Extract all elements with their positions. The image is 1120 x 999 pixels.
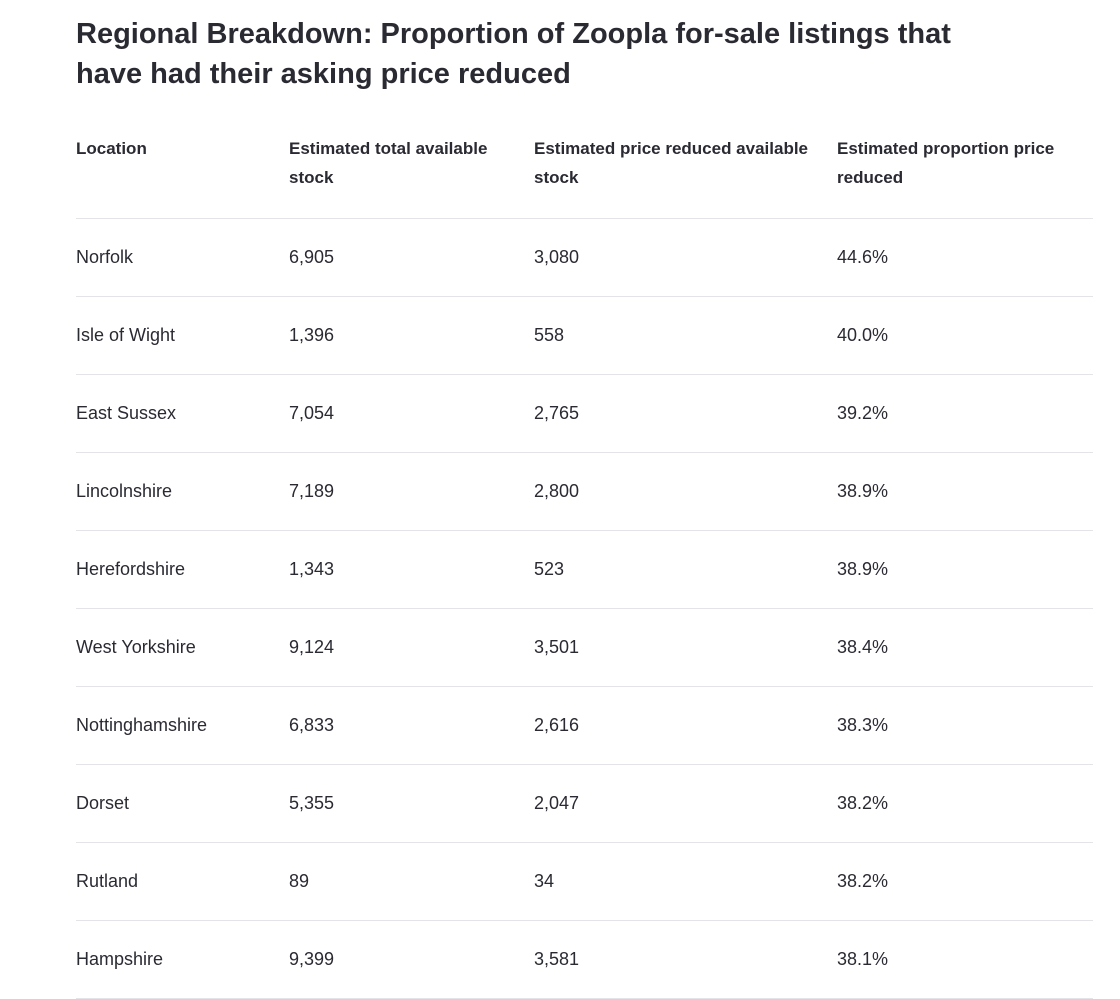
cell-total-stock: 1,343	[289, 530, 534, 609]
cell-location: Norfolk	[76, 218, 289, 297]
table-row: Norfolk 6,905 3,080 44.6%	[76, 218, 1093, 297]
cell-location: Herefordshire	[76, 530, 289, 609]
cell-location: Dorset	[76, 764, 289, 843]
cell-location: Nottinghamshire	[76, 686, 289, 765]
cell-location: Isle of Wight	[76, 296, 289, 375]
header-proportion-reduced: Estimated proportion price reduced	[837, 134, 1093, 219]
cell-total-stock: 1,396	[289, 296, 534, 375]
table-row: Herefordshire 1,343 523 38.9%	[76, 530, 1093, 609]
cell-total-stock: 89	[289, 842, 534, 921]
table-row: Nottinghamshire 6,833 2,616 38.3%	[76, 686, 1093, 765]
cell-proportion-reduced: 38.2%	[837, 842, 1093, 921]
header-price-reduced-stock: Estimated price reduced available stock	[534, 134, 837, 219]
cell-price-reduced-stock: 3,080	[534, 218, 837, 297]
cell-proportion-reduced: 38.3%	[837, 686, 1093, 765]
cell-proportion-reduced: 39.2%	[837, 374, 1093, 453]
cell-location: Lincolnshire	[76, 452, 289, 531]
regional-breakdown-table: Location Estimated total available stock…	[76, 134, 1093, 999]
cell-price-reduced-stock: 2,765	[534, 374, 837, 453]
cell-total-stock: 6,833	[289, 686, 534, 765]
table-row: Lincolnshire 7,189 2,800 38.9%	[76, 452, 1093, 531]
article-content: Regional Breakdown: Proportion of Zoopla…	[76, 0, 1093, 999]
cell-location: Hampshire	[76, 920, 289, 999]
cell-total-stock: 7,054	[289, 374, 534, 453]
table-row: East Sussex 7,054 2,765 39.2%	[76, 374, 1093, 453]
cell-proportion-reduced: 38.1%	[837, 920, 1093, 999]
table-row: Hampshire 9,399 3,581 38.1%	[76, 920, 1093, 999]
cell-total-stock: 9,124	[289, 608, 534, 687]
table-row: Dorset 5,355 2,047 38.2%	[76, 764, 1093, 843]
cell-price-reduced-stock: 558	[534, 296, 837, 375]
table-row: Isle of Wight 1,396 558 40.0%	[76, 296, 1093, 375]
cell-location: East Sussex	[76, 374, 289, 453]
cell-price-reduced-stock: 3,501	[534, 608, 837, 687]
table-header-row: Location Estimated total available stock…	[76, 134, 1093, 219]
cell-total-stock: 6,905	[289, 218, 534, 297]
table-row: Rutland 89 34 38.2%	[76, 842, 1093, 921]
cell-proportion-reduced: 38.9%	[837, 452, 1093, 531]
cell-proportion-reduced: 38.4%	[837, 608, 1093, 687]
cell-proportion-reduced: 38.2%	[837, 764, 1093, 843]
header-location: Location	[76, 134, 289, 219]
cell-price-reduced-stock: 2,800	[534, 452, 837, 531]
cell-total-stock: 9,399	[289, 920, 534, 999]
cell-price-reduced-stock: 34	[534, 842, 837, 921]
cell-proportion-reduced: 44.6%	[837, 218, 1093, 297]
cell-price-reduced-stock: 2,047	[534, 764, 837, 843]
cell-proportion-reduced: 40.0%	[837, 296, 1093, 375]
header-total-stock: Estimated total available stock	[289, 134, 534, 219]
cell-location: West Yorkshire	[76, 608, 289, 687]
cell-price-reduced-stock: 2,616	[534, 686, 837, 765]
cell-location: Rutland	[76, 842, 289, 921]
cell-total-stock: 7,189	[289, 452, 534, 531]
cell-price-reduced-stock: 3,581	[534, 920, 837, 999]
cell-proportion-reduced: 38.9%	[837, 530, 1093, 609]
cell-total-stock: 5,355	[289, 764, 534, 843]
table-row: West Yorkshire 9,124 3,501 38.4%	[76, 608, 1093, 687]
cell-price-reduced-stock: 523	[534, 530, 837, 609]
page-title: Regional Breakdown: Proportion of Zoopla…	[76, 18, 951, 90]
